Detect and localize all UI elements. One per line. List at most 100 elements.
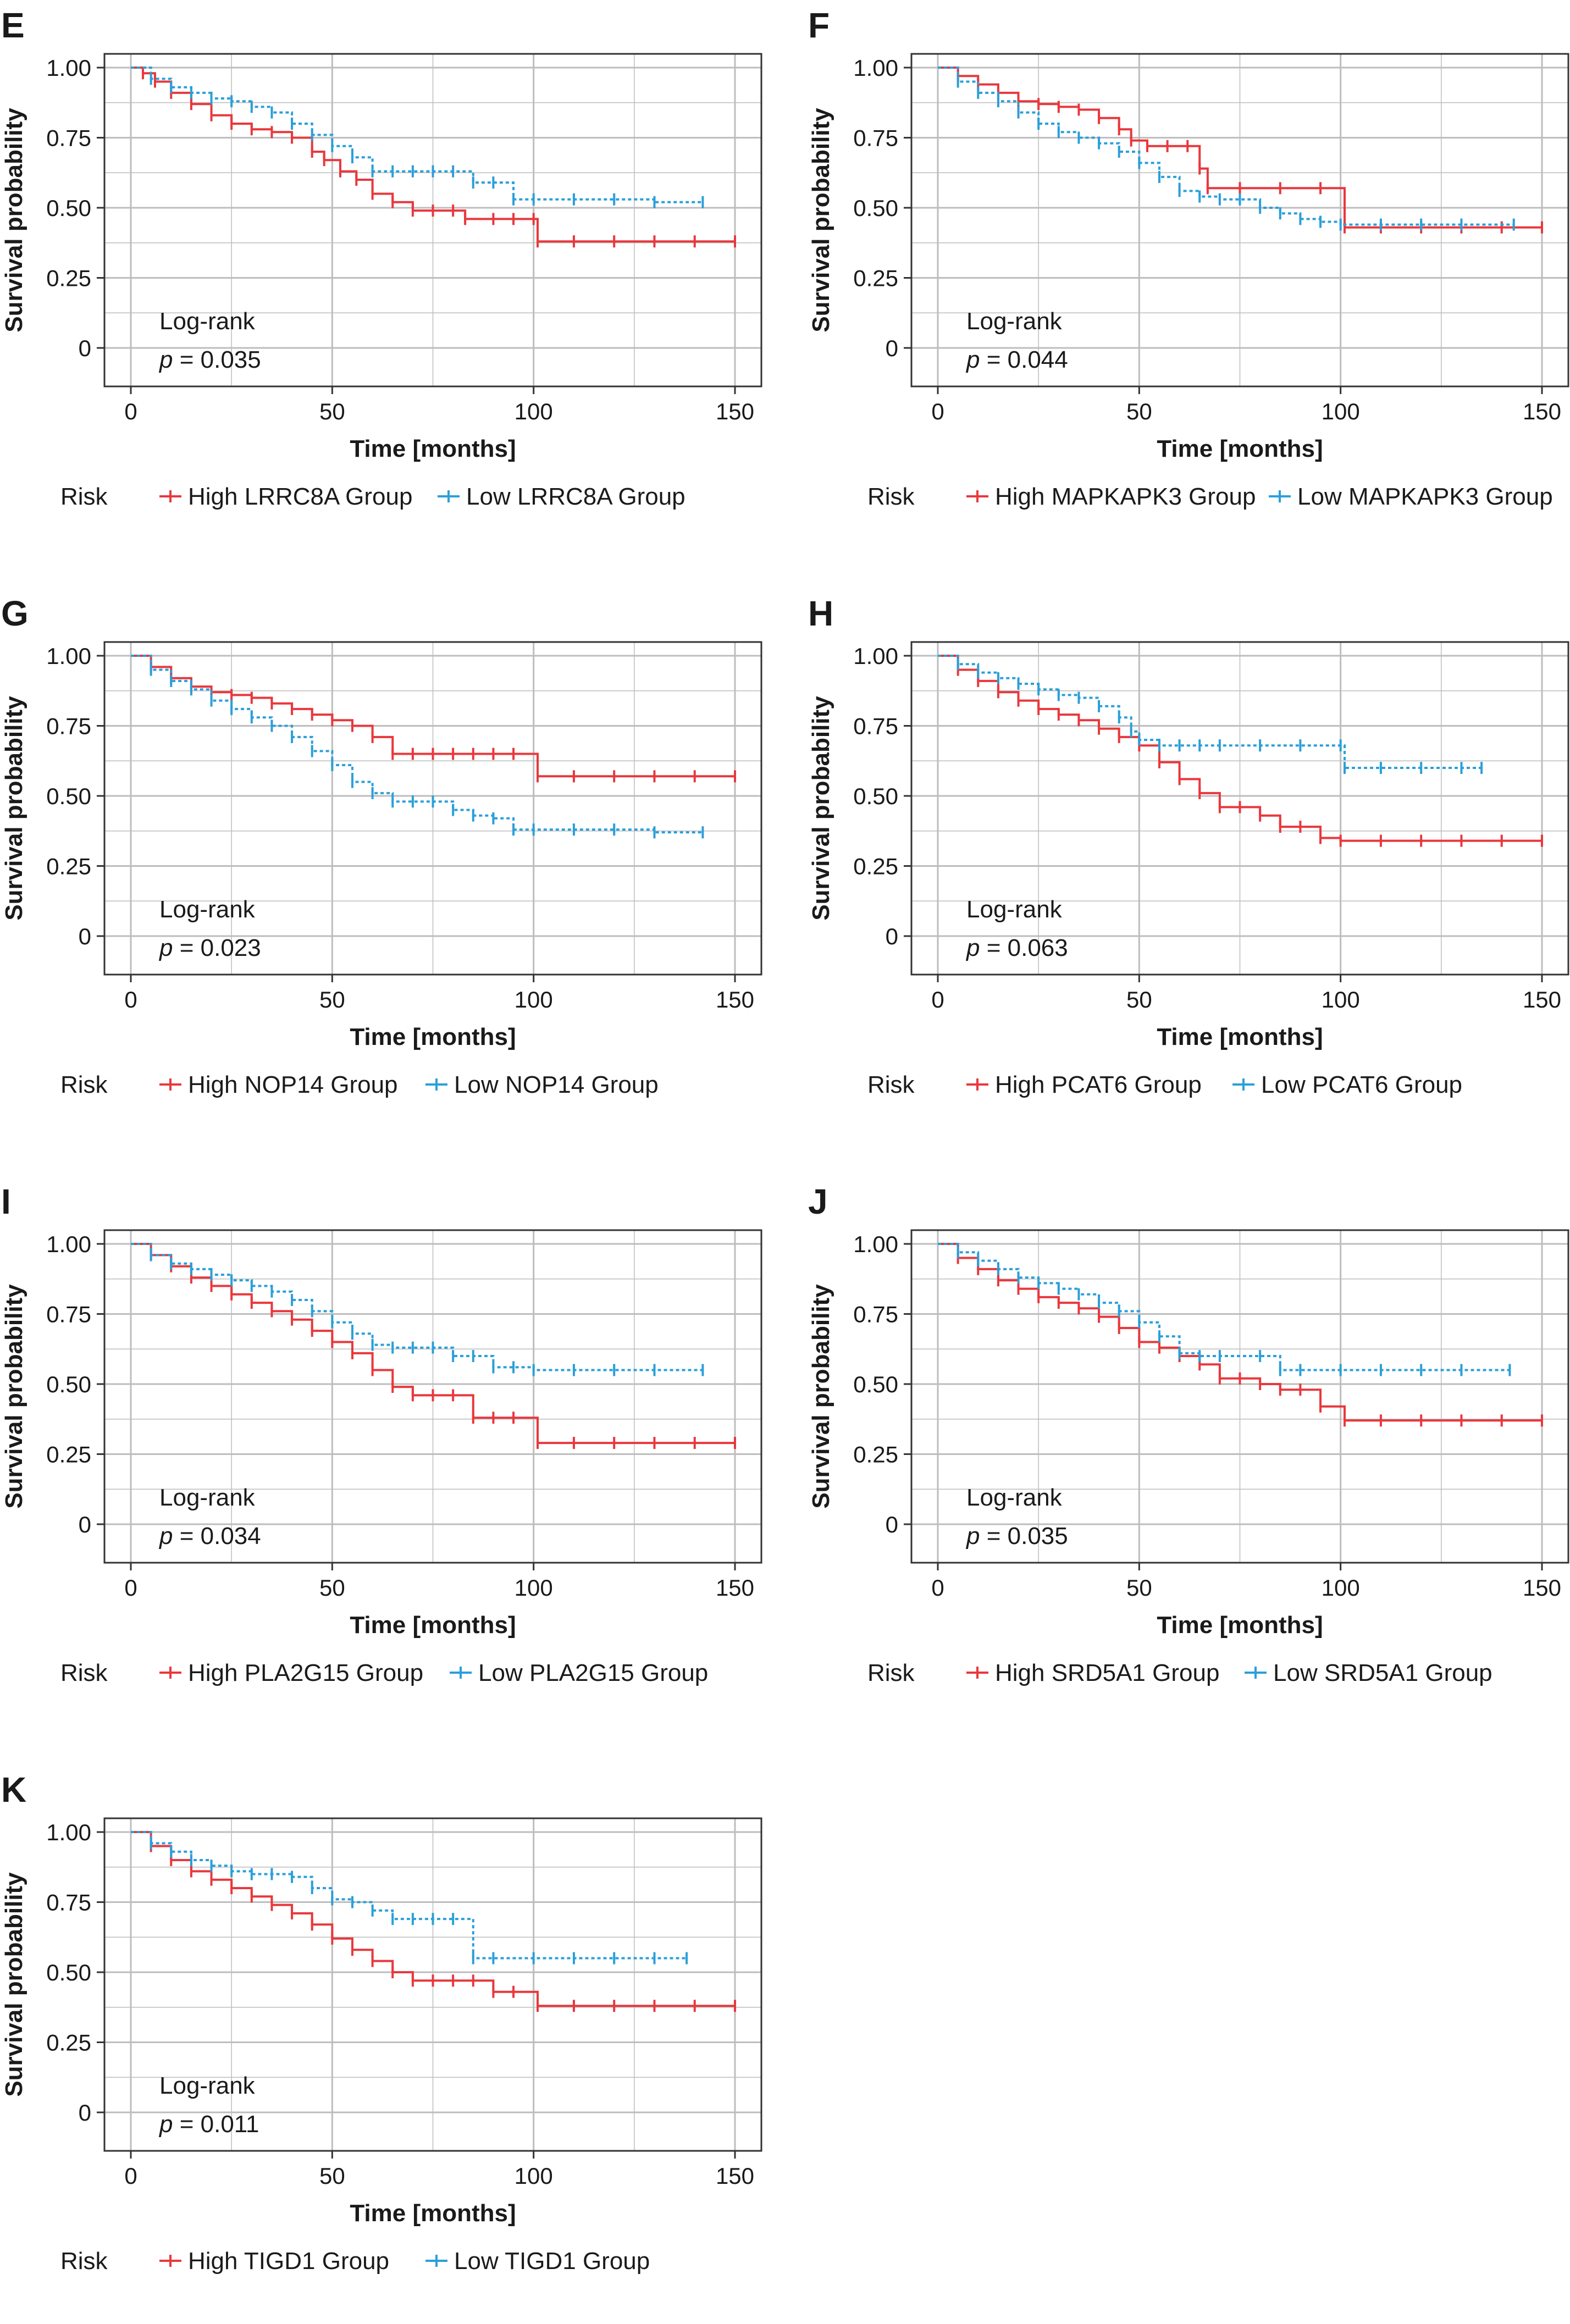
y-tick-label: 0.25: [46, 2030, 91, 2056]
plot-frame: [910, 53, 1569, 388]
y-tick-label: 1.00: [46, 1231, 91, 1257]
km-panel-h: H 0 0.25 0.50 0.75 1.00 0 50 100 150 Time [months]…: [808, 594, 1569, 1098]
legend: Risk High TIGD1 Group Low TIGD1 Group: [60, 2248, 650, 2275]
x-axis-title: Time [months]: [1157, 435, 1323, 462]
x-tick-label: 100: [515, 1575, 553, 1601]
x-tick-label: 150: [716, 987, 754, 1012]
panel-letter: I: [1, 1182, 11, 1221]
logrank-label: Log-rank: [966, 896, 1063, 923]
x-axis-title: Time [months]: [1157, 1023, 1323, 1050]
km-curve-high: [131, 1243, 735, 1445]
y-tick-label: 0.25: [46, 854, 91, 879]
x-tick-label: 50: [1126, 987, 1152, 1012]
x-tick-label: 0: [931, 1575, 944, 1601]
legend-entry-low: Low NOP14 Group: [454, 1071, 659, 1098]
x-tick-label: 150: [1523, 1575, 1561, 1601]
y-tick-label: 0.25: [853, 265, 898, 291]
legend-title: Risk: [60, 1659, 108, 1686]
p-value-label: p = 0.044: [965, 346, 1068, 373]
y-tick-label: 0: [886, 923, 898, 949]
legend-entry-high: High SRD5A1 Group: [995, 1659, 1219, 1686]
plot-frame: [910, 641, 1569, 976]
p-value-label: p = 0.063: [965, 934, 1068, 961]
panel-letter: K: [1, 1770, 26, 1810]
x-tick-label: 150: [1523, 399, 1561, 424]
x-axis-title: Time [months]: [350, 1023, 516, 1050]
y-tick-label: 1.00: [853, 1231, 898, 1257]
legend-entry-high: High TIGD1 Group: [188, 2248, 389, 2275]
legend: Risk High SRD5A1 Group Low SRD5A1 Group: [867, 1659, 1492, 1686]
p-value-label: p = 0.011: [158, 2111, 259, 2138]
legend-entry-high: High PLA2G15 Group: [188, 1659, 423, 1686]
x-tick-label: 0: [931, 399, 944, 424]
km-curve-low: [938, 67, 1514, 226]
plot-frame: [103, 53, 762, 388]
panel-letter: F: [808, 5, 830, 45]
x-tick-label: 100: [515, 2163, 553, 2189]
p-value-label: p = 0.023: [158, 934, 261, 961]
legend-entry-low: Low TIGD1 Group: [454, 2248, 650, 2275]
y-tick-label: 0.75: [853, 1302, 898, 1327]
x-tick-label: 50: [319, 987, 345, 1012]
x-tick-label: 150: [716, 1575, 754, 1601]
y-tick-label: 0: [79, 335, 91, 361]
x-tick-label: 0: [124, 2163, 137, 2189]
x-axis-title: Time [months]: [350, 1612, 516, 1639]
x-tick-label: 100: [1322, 987, 1360, 1012]
y-tick-label: 1.00: [46, 55, 91, 81]
km-panel-j: J 0 0.25 0.50 0.75 1.00 0 50 100 150 Time [months]…: [808, 1182, 1569, 1686]
y-tick-label: 0.50: [853, 195, 898, 221]
km-curve-high: [131, 1831, 735, 2007]
km-panel-i: I 0 0.25 0.50 0.75 1.00 0 50 100 150 Time [months]…: [1, 1182, 762, 1686]
x-tick-label: 150: [716, 2163, 754, 2189]
y-tick-label: 0.25: [853, 1442, 898, 1468]
y-tick-label: 0: [79, 2100, 91, 2126]
panel-letter: H: [808, 594, 833, 633]
plot-frame: [103, 1817, 762, 2152]
p-value-label: p = 0.035: [158, 346, 261, 373]
y-axis-title: Survival probability: [1, 1284, 27, 1509]
plot-frame: [910, 1229, 1569, 1564]
y-tick-label: 0: [79, 1512, 91, 1537]
y-tick-label: 0.50: [46, 1371, 91, 1397]
y-tick-label: 0: [79, 923, 91, 949]
legend-entry-high: High PCAT6 Group: [995, 1071, 1202, 1098]
y-axis-title: Survival probability: [808, 1284, 834, 1509]
x-tick-label: 0: [124, 1575, 137, 1601]
x-axis-title: Time [months]: [1157, 1612, 1323, 1639]
panel-letter: J: [808, 1182, 828, 1221]
panel-letter: E: [1, 5, 25, 45]
x-tick-label: 50: [1126, 1575, 1152, 1601]
km-panel-e: E 0 0.25 0.50 0.75 1.00 0 50 100 150 Time [months]…: [1, 5, 762, 510]
legend: Risk High LRRC8A Group Low LRRC8A Group: [60, 483, 686, 510]
y-tick-label: 0.25: [853, 854, 898, 879]
y-tick-label: 0.50: [853, 783, 898, 809]
logrank-label: Log-rank: [966, 308, 1063, 335]
legend: Risk High PLA2G15 Group Low PLA2G15 Group: [60, 1659, 708, 1686]
legend-entry-high: High NOP14 Group: [188, 1071, 398, 1098]
legend-entry-low: Low LRRC8A Group: [466, 483, 686, 510]
y-tick-label: 1.00: [46, 643, 91, 669]
y-tick-label: 0.50: [46, 783, 91, 809]
y-tick-label: 0.75: [853, 125, 898, 151]
plot-frame: [103, 1229, 762, 1564]
y-tick-label: 0.50: [853, 1371, 898, 1397]
logrank-label: Log-rank: [159, 308, 256, 335]
y-tick-label: 0.75: [46, 1890, 91, 1916]
legend-title: Risk: [867, 1659, 915, 1686]
x-tick-label: 150: [716, 399, 754, 424]
legend-entry-low: Low PLA2G15 Group: [478, 1659, 708, 1686]
km-panel-f: F 0 0.25 0.50 0.75 1.00 0 50 100 150 Time [months]…: [808, 5, 1569, 510]
y-tick-label: 1.00: [853, 55, 898, 81]
legend-title: Risk: [60, 483, 108, 510]
y-tick-label: 0.75: [46, 1302, 91, 1327]
y-tick-label: 0.25: [46, 265, 91, 291]
y-tick-label: 0: [886, 1512, 898, 1537]
x-tick-label: 100: [515, 399, 553, 424]
y-tick-label: 0.75: [46, 125, 91, 151]
x-tick-label: 100: [1322, 1575, 1360, 1601]
legend: Risk High NOP14 Group Low NOP14 Group: [60, 1071, 659, 1098]
p-value-label: p = 0.034: [158, 1523, 261, 1550]
km-panel-k: K 0 0.25 0.50 0.75 1.00 0 50 100 150 Time [months]…: [1, 1770, 762, 2275]
logrank-label: Log-rank: [966, 1484, 1063, 1511]
